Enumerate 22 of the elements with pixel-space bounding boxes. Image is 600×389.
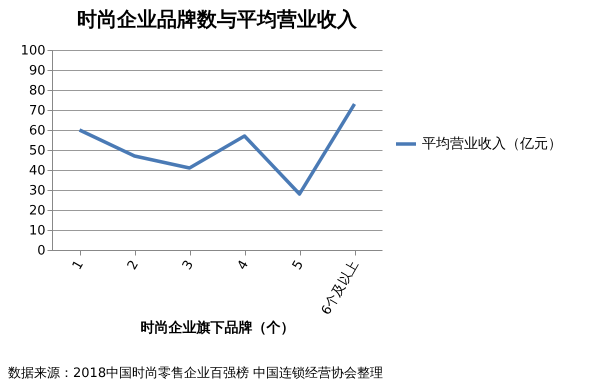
x-tick-label: 5 (290, 258, 307, 273)
y-tick-label: 40 (28, 164, 46, 178)
y-tick-label: 100 (20, 44, 46, 58)
y-tick-label: 50 (28, 144, 46, 158)
y-tick-label: 0 (37, 244, 46, 258)
y-tick-label: 60 (28, 124, 46, 138)
x-tick-label: 2 (124, 258, 142, 273)
y-tick-label: 20 (28, 204, 46, 218)
y-tick-label: 80 (28, 84, 46, 98)
y-tick-label: 70 (28, 104, 46, 118)
chart-title: 时尚企业品牌数与平均营业收入 (77, 7, 358, 31)
legend-label: 平均营业收入（亿元） (422, 136, 562, 152)
x-tick-label: 1 (70, 258, 87, 273)
y-tick-label: 10 (28, 224, 46, 238)
y-tick-label: 30 (28, 184, 46, 198)
x-axis-title: 时尚企业旗下品牌（个） (140, 320, 294, 336)
line-series (78, 102, 356, 196)
y-tick-label: 90 (28, 64, 46, 78)
x-tick-label: 6个及以上 (318, 258, 362, 318)
x-tick-label: 4 (234, 258, 252, 273)
x-tick-label: 3 (180, 258, 197, 273)
source-note: 数据来源：2018中国时尚零售企业百强榜 中国连锁经营协会整理 (8, 365, 384, 382)
